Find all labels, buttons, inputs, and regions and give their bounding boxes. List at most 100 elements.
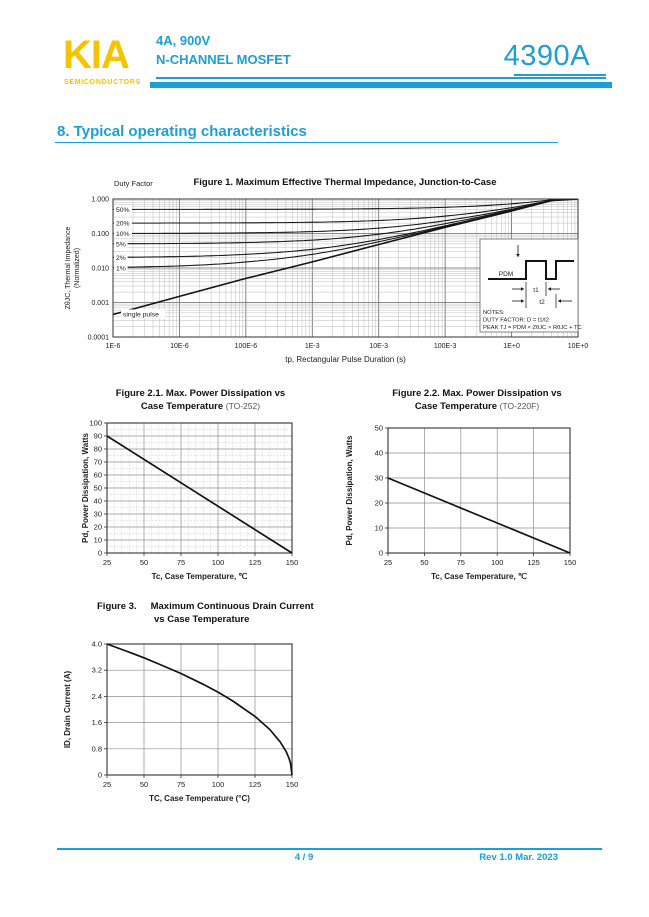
svg-text:TC, Case Temperature (°C): TC, Case Temperature (°C)	[149, 794, 250, 803]
svg-text:40: 40	[94, 497, 102, 506]
svg-text:DUTY FACTOR: D = t1/t2: DUTY FACTOR: D = t1/t2	[483, 318, 549, 324]
svg-text:PDM: PDM	[499, 271, 513, 278]
device-type: N-CHANNEL MOSFET	[156, 52, 291, 67]
svg-text:50: 50	[140, 780, 148, 789]
svg-text:125: 125	[527, 558, 540, 567]
footer-rule	[57, 848, 602, 850]
figure-3-chart: 25 50 75 100 125 150 0 0.8 1.6 2.4 3.2 4.0 TC, Case …	[63, 640, 299, 804]
svg-text:150: 150	[286, 558, 299, 567]
svg-text:4.0: 4.0	[92, 640, 102, 649]
svg-text:20: 20	[94, 523, 102, 532]
svg-text:50: 50	[420, 558, 428, 567]
svg-text:30: 30	[375, 474, 383, 483]
svg-text:3.2: 3.2	[92, 666, 102, 675]
svg-text:t2: t2	[539, 299, 545, 306]
svg-text:50: 50	[94, 484, 102, 493]
svg-text:25: 25	[384, 558, 392, 567]
svg-text:0.010: 0.010	[91, 266, 109, 273]
figure-2-1-package-label: (TO-252)	[225, 401, 261, 411]
svg-text:1.6: 1.6	[92, 718, 102, 727]
svg-text:0.0001: 0.0001	[88, 335, 110, 342]
svg-text:90: 90	[94, 432, 102, 441]
figure-2-1-caption: Figure 2.1. Max. Power Dissipation vs Ca…	[88, 387, 313, 413]
svg-text:Tc, Case Temperature, ℃: Tc, Case Temperature, ℃	[152, 572, 248, 581]
svg-text:125: 125	[249, 558, 262, 567]
svg-text:1E+0: 1E+0	[503, 343, 520, 350]
svg-text:2%: 2%	[116, 255, 126, 262]
header-rule-thin	[156, 77, 606, 79]
svg-text:25: 25	[103, 780, 111, 789]
part-number: 4390A	[503, 40, 590, 72]
figure-3-label: Figure 3.	[97, 601, 137, 612]
svg-text:150: 150	[564, 558, 577, 567]
svg-text:100: 100	[89, 419, 102, 428]
svg-text:10: 10	[375, 524, 383, 533]
svg-text:100: 100	[212, 780, 225, 789]
svg-text:125: 125	[249, 780, 262, 789]
svg-text:(Normalized): (Normalized)	[74, 248, 81, 288]
logo-tagline: SEMICONDUCTORS	[64, 79, 141, 86]
svg-text:60: 60	[94, 471, 102, 480]
figure-2-2-title-line2: Case Temperature	[414, 401, 498, 412]
svg-text:Pd, Power Dissipation, Watts: Pd, Power Dissipation, Watts	[345, 435, 354, 545]
svg-text:50%: 50%	[116, 207, 130, 214]
figure-2-1-chart: 25 50 75 100 125 150 0 10 20 30 40 50 60 70 80 90 100 Tc,…	[81, 419, 299, 582]
svg-text:10E-6: 10E-6	[170, 343, 189, 350]
svg-text:20: 20	[375, 499, 383, 508]
header-rule-thick	[150, 82, 612, 88]
svg-text:75: 75	[177, 558, 185, 567]
figure-3-title-line1: Maximum Continuous Drain Current	[150, 601, 314, 612]
svg-text:1E-6: 1E-6	[106, 343, 121, 350]
svg-text:1%: 1%	[116, 266, 126, 273]
figure-2-2-title-line1: Figure 2.2. Max. Power Dissipation vs	[392, 388, 562, 399]
svg-text:1E-3: 1E-3	[305, 343, 320, 350]
revision-label: Rev 1.0 Mar. 2023	[479, 852, 558, 863]
svg-text:50: 50	[375, 424, 383, 433]
svg-text:20%: 20%	[116, 221, 130, 228]
svg-text:0.100: 0.100	[91, 231, 109, 238]
svg-text:75: 75	[457, 558, 465, 567]
svg-text:100: 100	[212, 558, 225, 567]
svg-text:Tc, Case Temperature, ℃: Tc, Case Temperature, ℃	[431, 572, 527, 581]
svg-text:PEAK TJ = PDM × ZθJC × RθJC +: PEAK TJ = PDM × ZθJC × RθJC + TC	[483, 325, 582, 331]
svg-text:0: 0	[98, 771, 102, 780]
figure-2-1-title-line1: Figure 2.1. Max. Power Dissipation vs	[115, 388, 286, 399]
svg-text:10: 10	[94, 536, 102, 545]
svg-text:10%: 10%	[116, 231, 130, 238]
svg-text:NOTES:: NOTES:	[483, 310, 505, 316]
svg-text:150: 150	[286, 780, 299, 789]
duty-factor-label: Duty Factor	[114, 179, 153, 188]
svg-text:1.000: 1.000	[91, 197, 109, 204]
svg-text:Pd, Power Dissipation, Watts: Pd, Power Dissipation, Watts	[81, 432, 90, 542]
kia-logo: KIA	[63, 33, 130, 77]
figure-3-caption: Figure 3. Maximum Continuous Drain Curren…	[97, 600, 314, 626]
svg-text:30: 30	[94, 510, 102, 519]
svg-text:80: 80	[94, 445, 102, 454]
page-indicator: 4 / 9	[294, 852, 314, 863]
svg-text:100: 100	[491, 558, 504, 567]
svg-text:t1: t1	[533, 287, 539, 294]
svg-text:tp, Rectangular Pulse Duration: tp, Rectangular Pulse Duration (s)	[285, 355, 406, 364]
svg-text:5%: 5%	[116, 241, 126, 248]
svg-text:10E-3: 10E-3	[369, 343, 388, 350]
figure-2-2-package-label: (TO-220F)	[499, 401, 540, 411]
svg-text:2.4: 2.4	[92, 692, 102, 701]
figure-3-title-line2: vs Case Temperature	[154, 614, 250, 625]
svg-text:10E+0: 10E+0	[568, 343, 589, 350]
svg-text:50: 50	[140, 558, 148, 567]
device-rating: 4A, 900V	[156, 33, 211, 48]
svg-text:single pulse: single pulse	[123, 311, 159, 318]
figure-2-1-title-line2: Case Temperature	[140, 401, 224, 412]
svg-text:0.8: 0.8	[92, 744, 102, 753]
svg-text:40: 40	[375, 449, 383, 458]
section-heading: 8. Typical operating characteristics	[57, 123, 307, 140]
svg-text:25: 25	[103, 558, 111, 567]
svg-text:0: 0	[98, 549, 102, 558]
svg-text:ID, Drain Current (A): ID, Drain Current (A)	[63, 671, 72, 749]
figure-1-caption: Figure 1. Maximum Effective Thermal Impe…	[193, 177, 497, 188]
section-heading-underline	[55, 142, 558, 144]
svg-text:ZθJC, Thermal Impedance: ZθJC, Thermal Impedance	[65, 227, 72, 310]
figure-2-2-caption: Figure 2.2. Max. Power Dissipation vs Ca…	[362, 387, 592, 413]
